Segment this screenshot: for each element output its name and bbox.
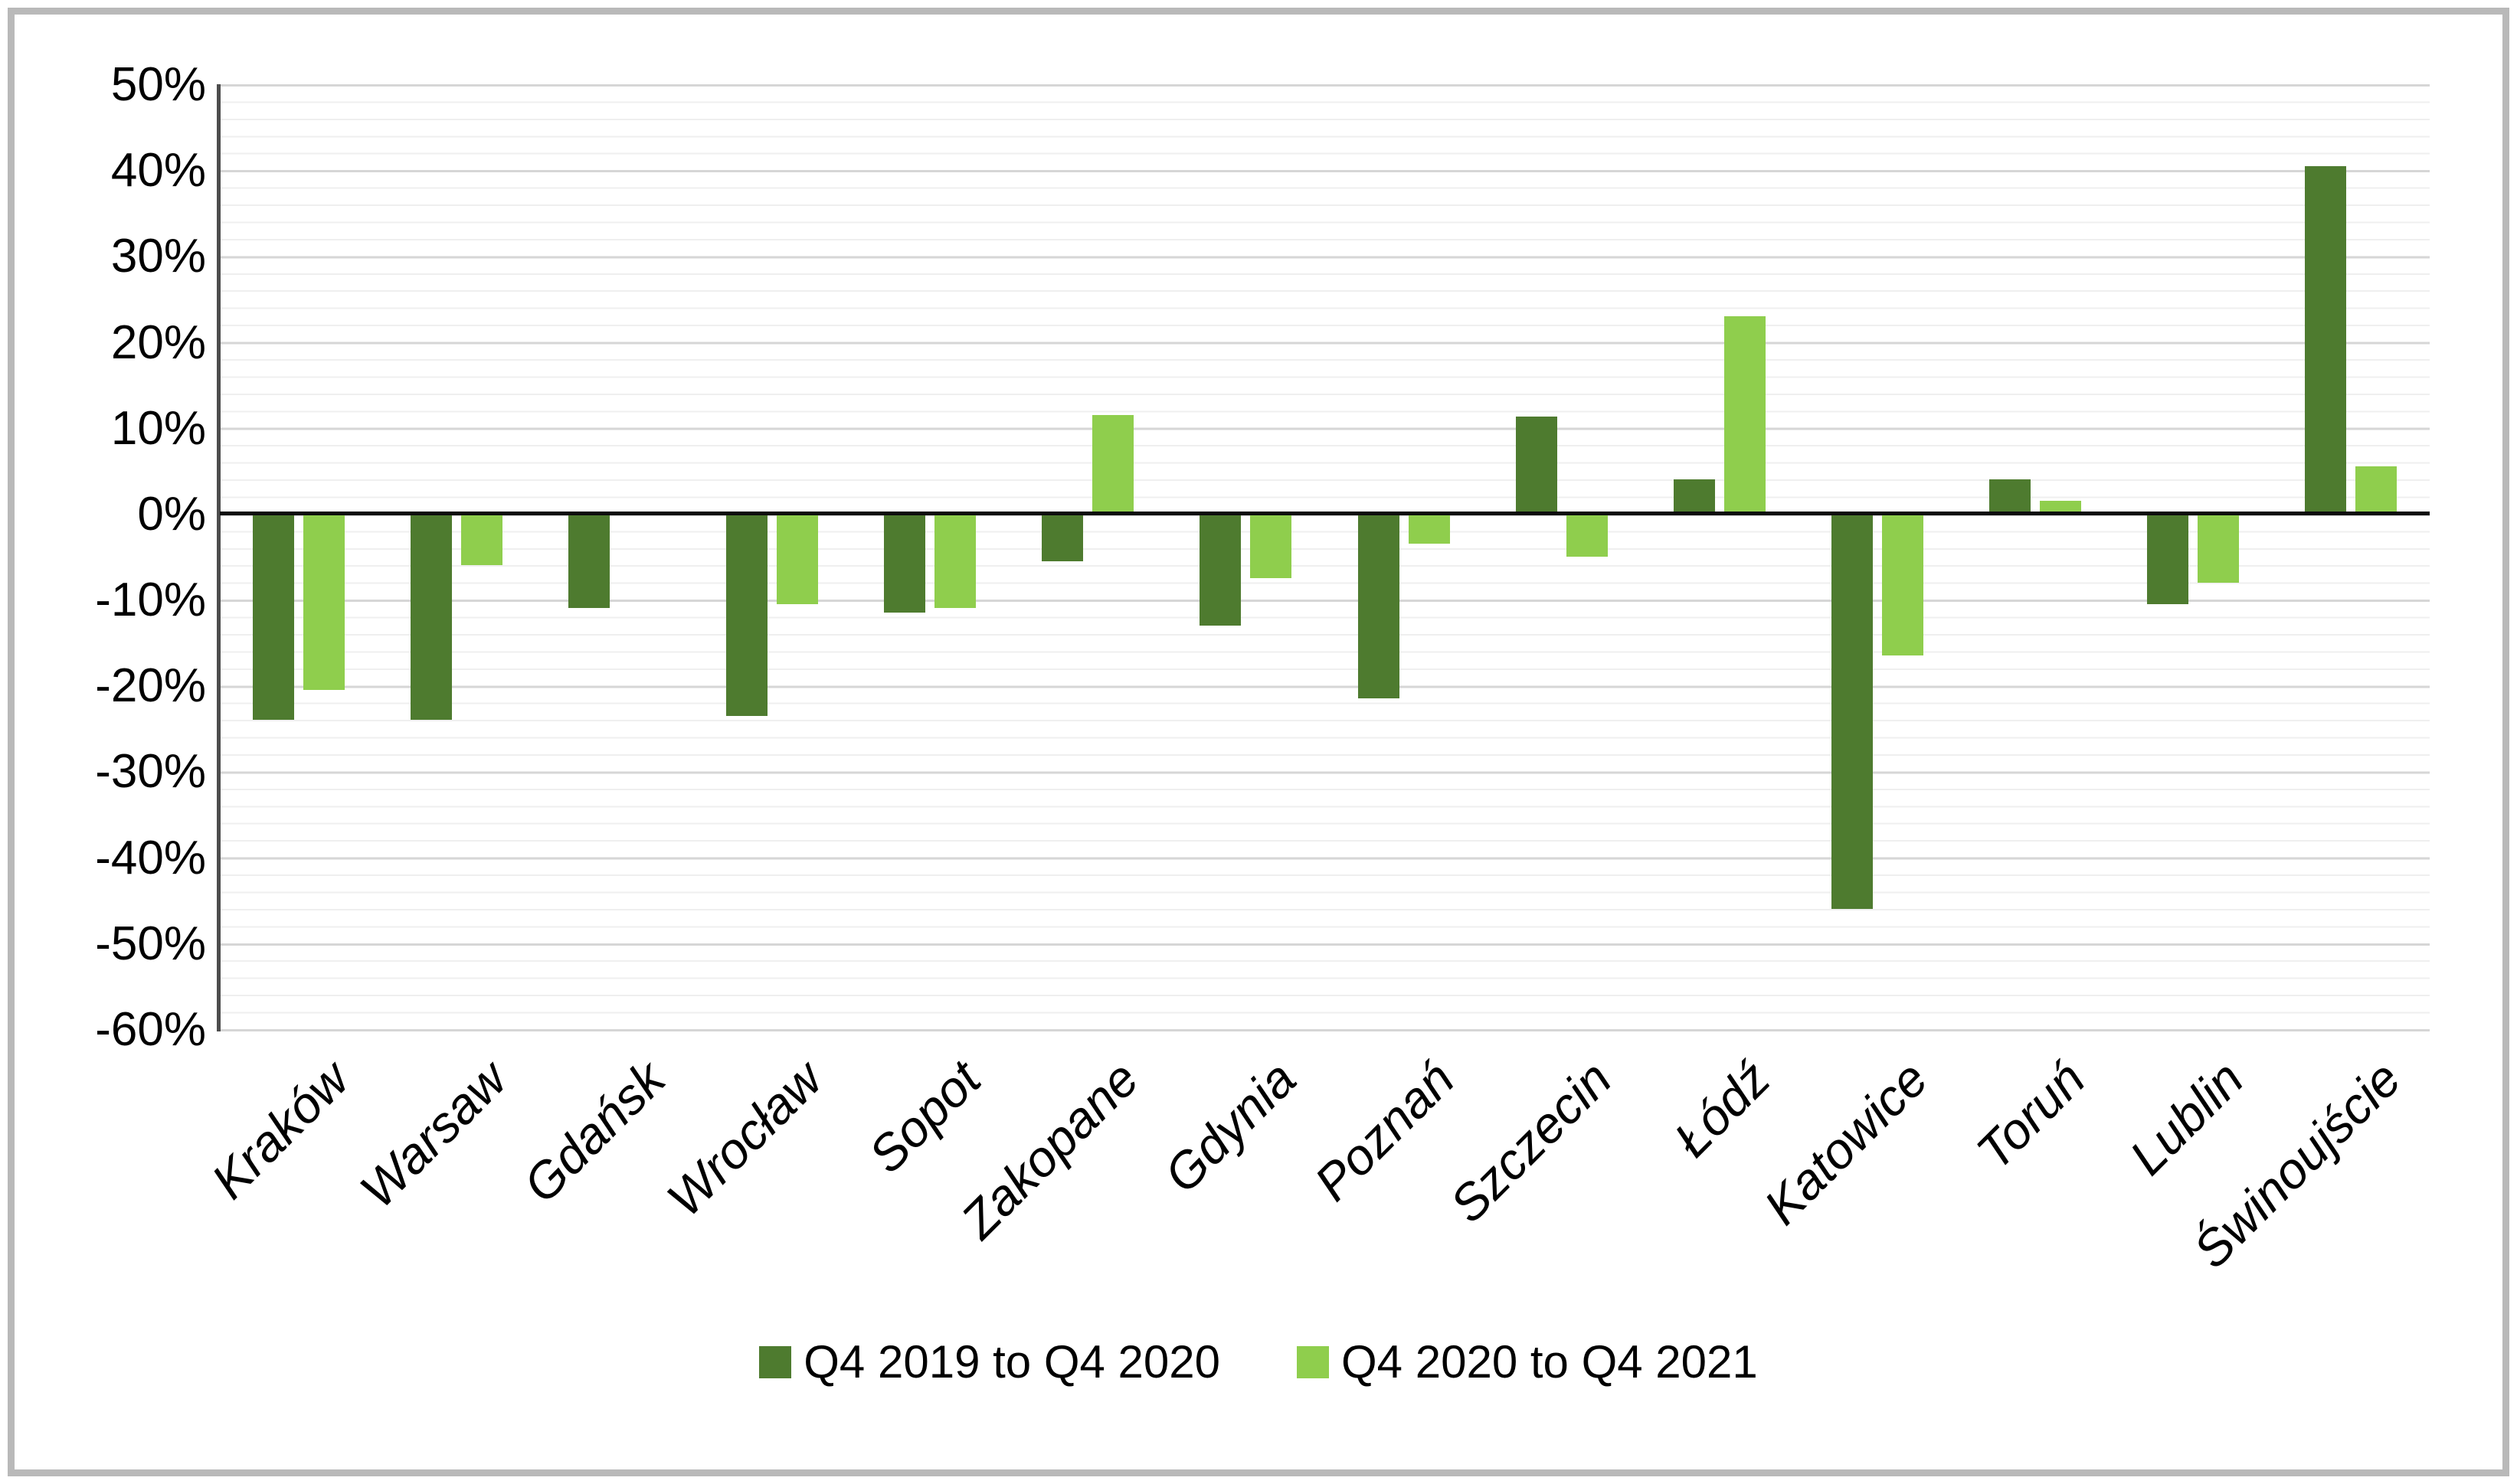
y-tick-50: 50% <box>110 58 206 111</box>
y-tick--10: -10% <box>95 574 206 627</box>
bar-warsaw-q4-2020-2021 <box>461 513 503 566</box>
y-tick-30: 30% <box>110 230 206 283</box>
zero-baseline <box>220 512 2430 516</box>
x-label-poznań: Poznań <box>1303 1050 1465 1211</box>
bar-lublin-q4-2019-2020 <box>2146 513 2188 604</box>
plot-area <box>217 84 2430 1031</box>
legend-item-q4-2020-to-q4-2021: Q4 2020 to Q4 2021 <box>1297 1339 1758 1385</box>
bar-katowice-q4-2020-2021 <box>1881 513 1923 655</box>
bar-sopot-q4-2019-2020 <box>884 513 926 613</box>
x-label-lublin: Lublin <box>2118 1050 2254 1186</box>
bar-warsaw-q4-2019-2020 <box>411 513 453 721</box>
x-label-łódź: Łódź <box>1662 1050 1781 1168</box>
y-tick-20: 20% <box>110 315 206 369</box>
legend-swatch-light-green <box>1297 1346 1329 1378</box>
bar-wrocław-q4-2019-2020 <box>726 513 768 716</box>
y-tick--40: -40% <box>95 831 206 884</box>
x-label-toruń: Toruń <box>1965 1050 2096 1181</box>
bar-zakopane-q4-2019-2020 <box>1042 513 1084 561</box>
y-axis-line <box>217 84 221 1031</box>
legend-label: Q4 2019 to Q4 2020 <box>804 1336 1220 1388</box>
y-tick--30: -30% <box>95 745 206 799</box>
chart-frame: 50% 40% 30% 20% 10% 0% -10% -20% -30% -40% -50% -60… <box>8 8 2509 1476</box>
bar-gdynia-q4-2019-2020 <box>1200 513 1242 626</box>
bar-sopot-q4-2020-2021 <box>934 513 977 609</box>
x-label-gdynia: Gdynia <box>1153 1050 1307 1204</box>
x-label-wrocław: Wrocław <box>656 1050 833 1227</box>
bar-gdynia-q4-2020-2021 <box>1250 513 1292 579</box>
bar-zakopane-q4-2020-2021 <box>1092 414 1134 514</box>
x-label-kraków: Kraków <box>200 1050 360 1210</box>
bar-toruń-q4-2019-2020 <box>1988 479 2031 514</box>
legend-swatch-dark-green <box>759 1346 792 1378</box>
bar-łódź-q4-2019-2020 <box>1673 479 1715 514</box>
bar-poznań-q4-2019-2020 <box>1357 513 1399 699</box>
y-tick--50: -50% <box>95 917 206 970</box>
bar-kraków-q4-2019-2020 <box>253 513 295 721</box>
bar-katowice-q4-2019-2020 <box>1831 513 1873 909</box>
x-label-warsaw: Warsaw <box>349 1050 518 1219</box>
x-label-gdańsk: Gdańsk <box>512 1050 676 1214</box>
bar-świnoujście-q4-2019-2020 <box>2304 165 2346 514</box>
bar-toruń-q4-2020-2021 <box>2039 501 2081 514</box>
bar-łódź-q4-2020-2021 <box>1723 315 1766 514</box>
x-label-szczecin: Szczecin <box>1439 1050 1623 1234</box>
bar-wrocław-q4-2020-2021 <box>777 513 819 604</box>
bar-gdańsk-q4-2019-2020 <box>568 513 610 609</box>
y-tick--20: -20% <box>95 659 206 713</box>
legend-label: Q4 2020 to Q4 2021 <box>1341 1336 1758 1388</box>
y-tick-0: 0% <box>137 487 206 541</box>
y-tick-40: 40% <box>110 144 206 198</box>
bar-szczecin-q4-2020-2021 <box>1566 513 1608 557</box>
bar-kraków-q4-2020-2021 <box>303 513 345 690</box>
legend-item-q4-2019-to-q4-2020: Q4 2019 to Q4 2020 <box>759 1339 1220 1385</box>
bar-lublin-q4-2020-2021 <box>2197 513 2239 583</box>
y-tick--60: -60% <box>95 1003 206 1056</box>
bar-poznań-q4-2020-2021 <box>1408 513 1450 544</box>
legend: Q4 2019 to Q4 2020 Q4 2020 to Q4 2021 <box>15 1339 2502 1385</box>
x-label-sopot: Sopot <box>857 1050 991 1184</box>
y-tick-10: 10% <box>110 401 206 455</box>
bar-świnoujście-q4-2020-2021 <box>2355 466 2397 514</box>
x-label-katowice: Katowice <box>1753 1050 1939 1235</box>
bar-szczecin-q4-2019-2020 <box>1515 417 1557 514</box>
